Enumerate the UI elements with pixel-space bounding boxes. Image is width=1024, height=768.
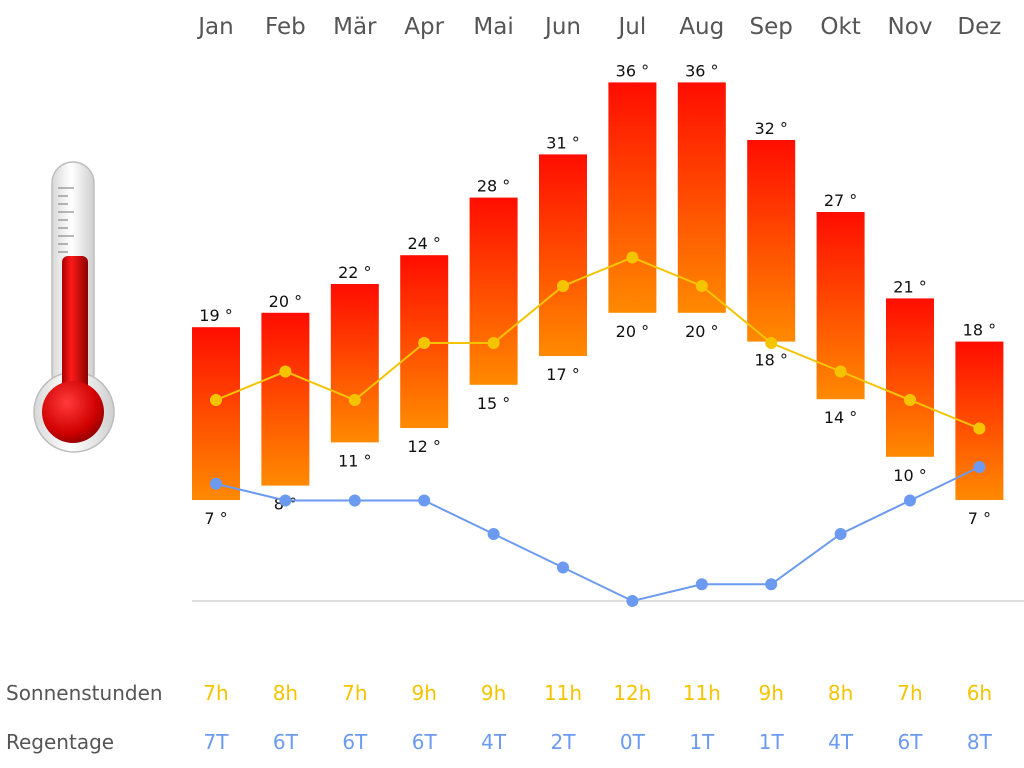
- max-temp-label: 22 °: [338, 263, 371, 282]
- min-temp-label: 14 °: [824, 408, 857, 427]
- temperature-bar: [886, 298, 934, 457]
- min-temp-label: 20 °: [685, 322, 718, 341]
- min-temp-label: 17 °: [546, 365, 579, 384]
- sunshine-point: [695, 280, 708, 292]
- month-label: Jun: [543, 14, 581, 40]
- max-temp-label: 21 °: [893, 277, 926, 296]
- sunshine-point: [210, 394, 222, 406]
- sunshine-point: [765, 337, 778, 349]
- sunshine-row-title: Sonnenstunden: [6, 681, 163, 705]
- temperature-bar: [539, 154, 587, 356]
- sunshine-value: 9h: [758, 681, 783, 705]
- month-label: Dez: [957, 14, 1001, 40]
- rain-days-point: [904, 494, 916, 507]
- rain-days-point: [973, 461, 986, 473]
- month-label: Aug: [679, 14, 724, 40]
- rain-days-point: [210, 477, 222, 490]
- month-label: Apr: [404, 14, 444, 40]
- min-temp-label: 15 °: [477, 394, 510, 413]
- max-temp-label: 18 °: [963, 321, 996, 340]
- month-label: Sep: [750, 14, 793, 40]
- sunshine-line: [215, 256, 980, 430]
- min-temp-label: 11 °: [338, 451, 371, 470]
- sunshine-point: [626, 251, 639, 264]
- sunshine-point: [279, 365, 292, 378]
- min-temp-label: 7 °: [968, 509, 991, 528]
- month-label: Okt: [820, 14, 860, 40]
- max-temp-label: 27 °: [824, 191, 857, 210]
- min-temp-label: 18 °: [754, 351, 787, 370]
- max-temp-label: 19 °: [199, 306, 232, 325]
- month-label: Jul: [617, 14, 647, 40]
- sunshine-value: 9h: [411, 681, 436, 705]
- max-temp-label: 28 °: [477, 177, 510, 196]
- rain-days-point: [557, 561, 569, 574]
- rain-days-point: [765, 578, 778, 591]
- rain-days-point: [418, 494, 431, 507]
- rain-days-row-title: Regentage: [6, 730, 114, 754]
- max-temp-label: 32 °: [754, 119, 787, 138]
- sunshine-point: [973, 422, 986, 435]
- rain-days-point: [695, 578, 708, 591]
- sunshine-value: 12h: [613, 681, 651, 705]
- rain-days-line: [215, 466, 980, 603]
- max-temp-label: 36 °: [685, 61, 718, 80]
- rain-days-value: 6T: [273, 730, 299, 754]
- rain-days-point: [279, 494, 292, 507]
- rain-days-point: [834, 528, 847, 540]
- rain-days-value: 0T: [620, 730, 646, 754]
- rain-days-point: [348, 494, 361, 507]
- rain-days-value: 6T: [898, 730, 924, 754]
- max-temp-label: 24 °: [407, 234, 440, 253]
- sunshine-value: 9h: [481, 681, 506, 705]
- temperature-bar: [330, 284, 379, 443]
- sunshine-value: 11h: [683, 681, 721, 705]
- sunshine-value: 7h: [203, 681, 228, 705]
- sunshine-point: [834, 365, 847, 378]
- rain-days-value: 2T: [551, 730, 577, 754]
- rain-days-value: 7T: [204, 730, 230, 754]
- rain-days-value: 4T: [828, 730, 854, 754]
- max-temp-label: 36 °: [616, 61, 649, 80]
- sunshine-point: [487, 337, 500, 349]
- rain-days-value: 6T: [342, 730, 368, 754]
- min-temp-label: 20 °: [616, 322, 649, 341]
- sunshine-value: 8h: [828, 681, 853, 705]
- rain-days-point: [626, 595, 639, 607]
- temperature-bar: [192, 327, 240, 500]
- rain-days-value: 6T: [412, 730, 438, 754]
- rain-days-value: 1T: [759, 730, 785, 754]
- sunshine-value: 8h: [273, 681, 298, 705]
- sunshine-value: 7h: [342, 681, 367, 705]
- month-label: Feb: [265, 14, 306, 40]
- min-temp-label: 10 °: [893, 466, 926, 485]
- month-label: Mai: [473, 14, 513, 40]
- sunshine-point: [418, 337, 431, 349]
- month-label: Jan: [196, 14, 233, 40]
- month-label: Mär: [333, 14, 377, 40]
- sunshine-point: [348, 394, 361, 406]
- rain-days-point: [487, 528, 500, 540]
- temperature-bar: [261, 312, 310, 486]
- max-temp-label: 31 °: [546, 133, 579, 152]
- temperature-bar: [747, 140, 796, 342]
- sunshine-value: 7h: [897, 681, 922, 705]
- sunshine-value: 6h: [967, 681, 992, 705]
- rain-days-value: 8T: [967, 730, 993, 754]
- temperature-bar: [677, 82, 726, 313]
- min-temp-label: 7 °: [204, 509, 227, 528]
- temperature-bar: [469, 197, 518, 385]
- max-temp-label: 20 °: [269, 292, 302, 311]
- rain-days-value: 1T: [689, 730, 715, 754]
- sunshine-point: [904, 394, 916, 406]
- rain-days-value: 4T: [481, 730, 507, 754]
- temperature-bar: [608, 82, 657, 313]
- month-label: Nov: [888, 14, 933, 40]
- min-temp-label: 12 °: [407, 437, 440, 456]
- sunshine-point: [557, 280, 569, 292]
- temperature-bar: [955, 341, 1004, 500]
- thermometer-icon: [33, 161, 115, 453]
- sunshine-value: 11h: [544, 681, 582, 705]
